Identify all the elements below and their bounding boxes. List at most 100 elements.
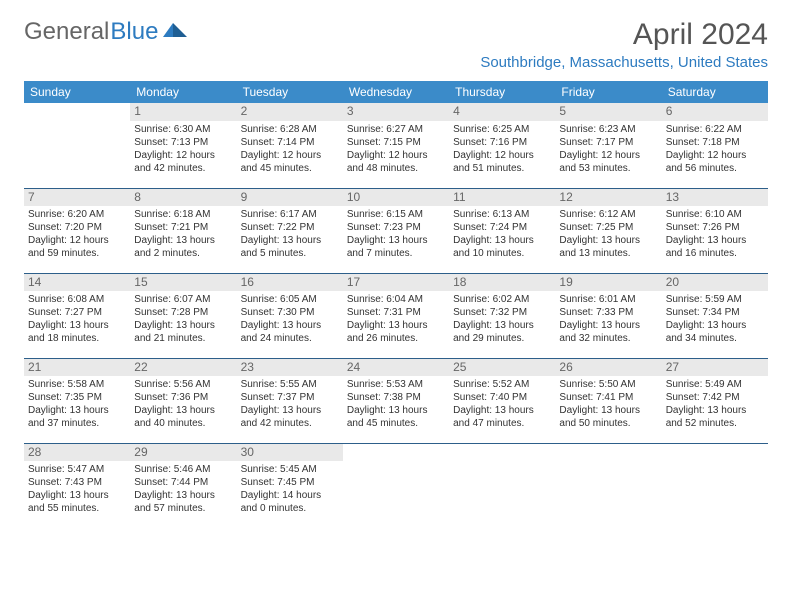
daylight-text: Daylight: 13 hours and 40 minutes. [134, 404, 232, 430]
day-info: Sunrise: 6:22 AMSunset: 7:18 PMDaylight:… [666, 123, 764, 175]
day-info: Sunrise: 6:04 AMSunset: 7:31 PMDaylight:… [347, 293, 445, 345]
calendar-day-cell: 17Sunrise: 6:04 AMSunset: 7:31 PMDayligh… [343, 273, 449, 358]
day-info: Sunrise: 5:59 AMSunset: 7:34 PMDaylight:… [666, 293, 764, 345]
day-number: 10 [343, 189, 449, 207]
day-number: 20 [662, 274, 768, 292]
day-number: 7 [24, 189, 130, 207]
day-number: 30 [237, 444, 343, 462]
day-info: Sunrise: 5:55 AMSunset: 7:37 PMDaylight:… [241, 378, 339, 430]
month-title: April 2024 [480, 18, 768, 52]
sunrise-text: Sunrise: 6:23 AM [559, 123, 657, 136]
day-info: Sunrise: 6:28 AMSunset: 7:14 PMDaylight:… [241, 123, 339, 175]
day-number: 4 [449, 103, 555, 121]
calendar-day-cell: 14Sunrise: 6:08 AMSunset: 7:27 PMDayligh… [24, 273, 130, 358]
calendar-day-cell: 1Sunrise: 6:30 AMSunset: 7:13 PMDaylight… [130, 103, 236, 188]
day-number: 16 [237, 274, 343, 292]
daylight-text: Daylight: 12 hours and 45 minutes. [241, 149, 339, 175]
daylight-text: Daylight: 13 hours and 29 minutes. [453, 319, 551, 345]
calendar-header-row: SundayMondayTuesdayWednesdayThursdayFrid… [24, 81, 768, 103]
day-number: 8 [130, 189, 236, 207]
sunrise-text: Sunrise: 6:28 AM [241, 123, 339, 136]
calendar-day-cell: 10Sunrise: 6:15 AMSunset: 7:23 PMDayligh… [343, 188, 449, 273]
day-number: 15 [130, 274, 236, 292]
calendar-day-cell: 13Sunrise: 6:10 AMSunset: 7:26 PMDayligh… [662, 188, 768, 273]
calendar-day-cell: 29Sunrise: 5:46 AMSunset: 7:44 PMDayligh… [130, 443, 236, 528]
location-text: Southbridge, Massachusetts, United State… [480, 54, 768, 71]
sunset-text: Sunset: 7:37 PM [241, 391, 339, 404]
day-number: 12 [555, 189, 661, 207]
daylight-text: Daylight: 12 hours and 42 minutes. [134, 149, 232, 175]
weekday-header: Thursday [449, 81, 555, 103]
sunrise-text: Sunrise: 5:53 AM [347, 378, 445, 391]
day-number: 29 [130, 444, 236, 462]
day-number: 23 [237, 359, 343, 377]
calendar-day-cell: 7Sunrise: 6:20 AMSunset: 7:20 PMDaylight… [24, 188, 130, 273]
sunrise-text: Sunrise: 5:56 AM [134, 378, 232, 391]
day-info: Sunrise: 5:53 AMSunset: 7:38 PMDaylight:… [347, 378, 445, 430]
brand-part2: Blue [110, 18, 158, 46]
brand-part1: General [24, 18, 109, 46]
daylight-text: Daylight: 13 hours and 57 minutes. [134, 489, 232, 515]
title-block: April 2024 Southbridge, Massachusetts, U… [480, 18, 768, 71]
brand-mark-icon [163, 18, 189, 46]
day-info: Sunrise: 6:18 AMSunset: 7:21 PMDaylight:… [134, 208, 232, 260]
day-number: 9 [237, 189, 343, 207]
day-number: 22 [130, 359, 236, 377]
sunset-text: Sunset: 7:22 PM [241, 221, 339, 234]
day-info: Sunrise: 6:27 AMSunset: 7:15 PMDaylight:… [347, 123, 445, 175]
calendar-week-row: 14Sunrise: 6:08 AMSunset: 7:27 PMDayligh… [24, 273, 768, 358]
day-number: 14 [24, 274, 130, 292]
calendar-table: SundayMondayTuesdayWednesdayThursdayFrid… [24, 81, 768, 528]
calendar-week-row: 28Sunrise: 5:47 AMSunset: 7:43 PMDayligh… [24, 443, 768, 528]
sunset-text: Sunset: 7:14 PM [241, 136, 339, 149]
calendar-day-cell: 9Sunrise: 6:17 AMSunset: 7:22 PMDaylight… [237, 188, 343, 273]
calendar-week-row: 1Sunrise: 6:30 AMSunset: 7:13 PMDaylight… [24, 103, 768, 188]
day-info: Sunrise: 5:49 AMSunset: 7:42 PMDaylight:… [666, 378, 764, 430]
sunrise-text: Sunrise: 6:15 AM [347, 208, 445, 221]
sunrise-text: Sunrise: 6:13 AM [453, 208, 551, 221]
calendar-day-cell: 11Sunrise: 6:13 AMSunset: 7:24 PMDayligh… [449, 188, 555, 273]
sunset-text: Sunset: 7:18 PM [666, 136, 764, 149]
calendar-day-cell: 15Sunrise: 6:07 AMSunset: 7:28 PMDayligh… [130, 273, 236, 358]
sunrise-text: Sunrise: 6:02 AM [453, 293, 551, 306]
day-number: 28 [24, 444, 130, 462]
daylight-text: Daylight: 13 hours and 7 minutes. [347, 234, 445, 260]
weekday-header: Tuesday [237, 81, 343, 103]
sunset-text: Sunset: 7:26 PM [666, 221, 764, 234]
header: GeneralBlue April 2024 Southbridge, Mass… [24, 18, 768, 71]
daylight-text: Daylight: 13 hours and 2 minutes. [134, 234, 232, 260]
daylight-text: Daylight: 13 hours and 52 minutes. [666, 404, 764, 430]
day-info: Sunrise: 5:50 AMSunset: 7:41 PMDaylight:… [559, 378, 657, 430]
weekday-header: Saturday [662, 81, 768, 103]
sunset-text: Sunset: 7:38 PM [347, 391, 445, 404]
sunrise-text: Sunrise: 6:22 AM [666, 123, 764, 136]
sunrise-text: Sunrise: 6:04 AM [347, 293, 445, 306]
sunset-text: Sunset: 7:45 PM [241, 476, 339, 489]
calendar-day-cell [343, 443, 449, 528]
calendar-day-cell: 5Sunrise: 6:23 AMSunset: 7:17 PMDaylight… [555, 103, 661, 188]
calendar-day-cell: 26Sunrise: 5:50 AMSunset: 7:41 PMDayligh… [555, 358, 661, 443]
day-number: 11 [449, 189, 555, 207]
day-info: Sunrise: 6:07 AMSunset: 7:28 PMDaylight:… [134, 293, 232, 345]
calendar-day-cell [662, 443, 768, 528]
day-info: Sunrise: 5:46 AMSunset: 7:44 PMDaylight:… [134, 463, 232, 515]
daylight-text: Daylight: 13 hours and 32 minutes. [559, 319, 657, 345]
calendar-day-cell: 2 Sunrise: 6:28 AMSunset: 7:14 PMDaylight… [237, 103, 343, 188]
sunrise-text: Sunrise: 6:07 AM [134, 293, 232, 306]
sunrise-text: Sunrise: 6:27 AM [347, 123, 445, 136]
calendar-day-cell: 28Sunrise: 5:47 AMSunset: 7:43 PMDayligh… [24, 443, 130, 528]
day-info: Sunrise: 6:23 AMSunset: 7:17 PMDaylight:… [559, 123, 657, 175]
sunset-text: Sunset: 7:17 PM [559, 136, 657, 149]
sunset-text: Sunset: 7:15 PM [347, 136, 445, 149]
daylight-text: Daylight: 13 hours and 18 minutes. [28, 319, 126, 345]
calendar-day-cell: 24Sunrise: 5:53 AMSunset: 7:38 PMDayligh… [343, 358, 449, 443]
sunset-text: Sunset: 7:23 PM [347, 221, 445, 234]
sunrise-text: Sunrise: 6:20 AM [28, 208, 126, 221]
calendar-day-cell: 23Sunrise: 5:55 AMSunset: 7:37 PMDayligh… [237, 358, 343, 443]
day-info: Sunrise: 6:12 AMSunset: 7:25 PMDaylight:… [559, 208, 657, 260]
sunrise-text: Sunrise: 5:50 AM [559, 378, 657, 391]
sunset-text: Sunset: 7:21 PM [134, 221, 232, 234]
day-number: 2 [237, 103, 343, 121]
sunset-text: Sunset: 7:36 PM [134, 391, 232, 404]
day-number: 27 [662, 359, 768, 377]
